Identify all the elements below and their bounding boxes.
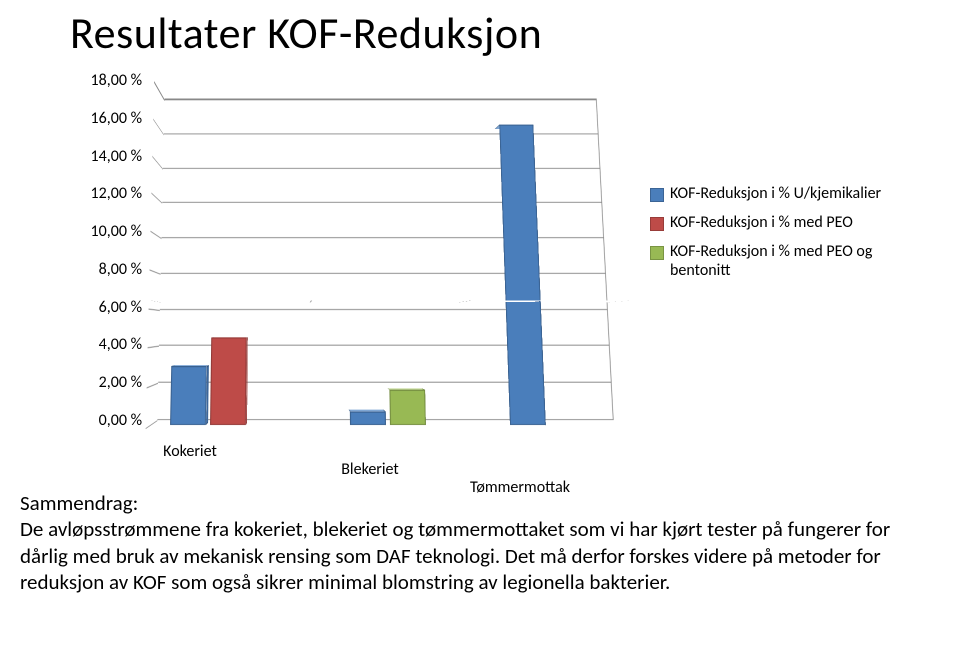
floor-divider (459, 300, 474, 302)
x-tick-label: Kokeriet (163, 442, 217, 461)
legend-swatch (650, 246, 664, 260)
gridline (165, 99, 596, 100)
y-axis-labels: 0,00 %2,00 %4,00 %6,00 %8,00 %10,00 %12,… (70, 80, 142, 420)
gridline (151, 193, 162, 204)
legend-label: KOF-Reduksjon i % U/kjemikalier (670, 184, 881, 203)
gridline (162, 202, 601, 203)
legend-label: KOF-Reduksjon i % med PEO og bentonitt (670, 242, 900, 280)
chart-backwall (157, 99, 613, 421)
y-tick-label: 16,00 % (70, 109, 142, 128)
legend-label: KOF-Reduksjon i % med PEO (670, 213, 853, 232)
gridline (161, 237, 603, 238)
gridline (163, 168, 600, 169)
page-title: Resultater KOF-Reduksjon (70, 6, 542, 60)
gridline (153, 118, 164, 135)
y-tick-label: 8,00 % (70, 260, 142, 279)
legend-swatch (650, 188, 664, 202)
legend-item: KOF-Reduksjon i % med PEO og bentonitt (650, 242, 900, 280)
gridline (149, 308, 160, 310)
legend-item: KOF-Reduksjon i % U/kjemikalier (650, 184, 900, 203)
floor-divider (310, 300, 312, 302)
bar (389, 390, 426, 425)
y-tick-label: 14,00 % (70, 147, 142, 166)
y-tick-label: 2,00 % (70, 373, 142, 392)
x-axis-labels: KokerietBlekerietTømmermottak (150, 424, 630, 484)
legend-swatch (650, 217, 664, 231)
y-tick-label: 4,00 % (70, 335, 142, 354)
gridline (161, 273, 605, 274)
legend-item: KOF-Reduksjon i % med PEO (650, 213, 900, 232)
gridline (148, 346, 159, 349)
y-tick-label: 18,00 % (70, 71, 142, 90)
gridline (152, 155, 163, 169)
summary-heading: Sammendrag: (20, 490, 940, 516)
y-tick-label: 10,00 % (70, 222, 142, 241)
gridline (164, 133, 598, 134)
gridline (154, 82, 164, 101)
y-tick-label: 6,00 % (70, 298, 142, 317)
gridline (150, 269, 161, 274)
page: Resultater KOF-Reduksjon 0,00 % 2,00 % 4,0… (0, 0, 960, 657)
x-tick-label: Blekeriet (341, 460, 399, 479)
gridline (159, 345, 609, 346)
bar (210, 337, 247, 425)
chart-floor (149, 300, 635, 302)
gridline (158, 382, 611, 383)
gridline (150, 231, 161, 239)
y-tick-label: 0,00 % (70, 411, 142, 430)
legend: KOF-Reduksjon i % U/kjemikalier KOF-Reduk… (650, 184, 900, 290)
summary-block: Sammendrag: De avløpsstrømmene fra koker… (20, 490, 940, 595)
gridline (157, 419, 612, 420)
chart-plot (150, 80, 630, 420)
summary-body: De avløpsstrømmene fra kokeriet, blekeri… (20, 516, 940, 595)
bar (499, 124, 546, 425)
gridline (147, 383, 159, 389)
bar (170, 366, 207, 425)
chart-leftwall (146, 81, 165, 428)
chart: 0,00 % 2,00 % 4,00 % 6,00 % 8,00 % 10,00 % 12,… (70, 80, 890, 480)
y-tick-label: 12,00 % (70, 184, 142, 203)
gridline (160, 309, 607, 310)
